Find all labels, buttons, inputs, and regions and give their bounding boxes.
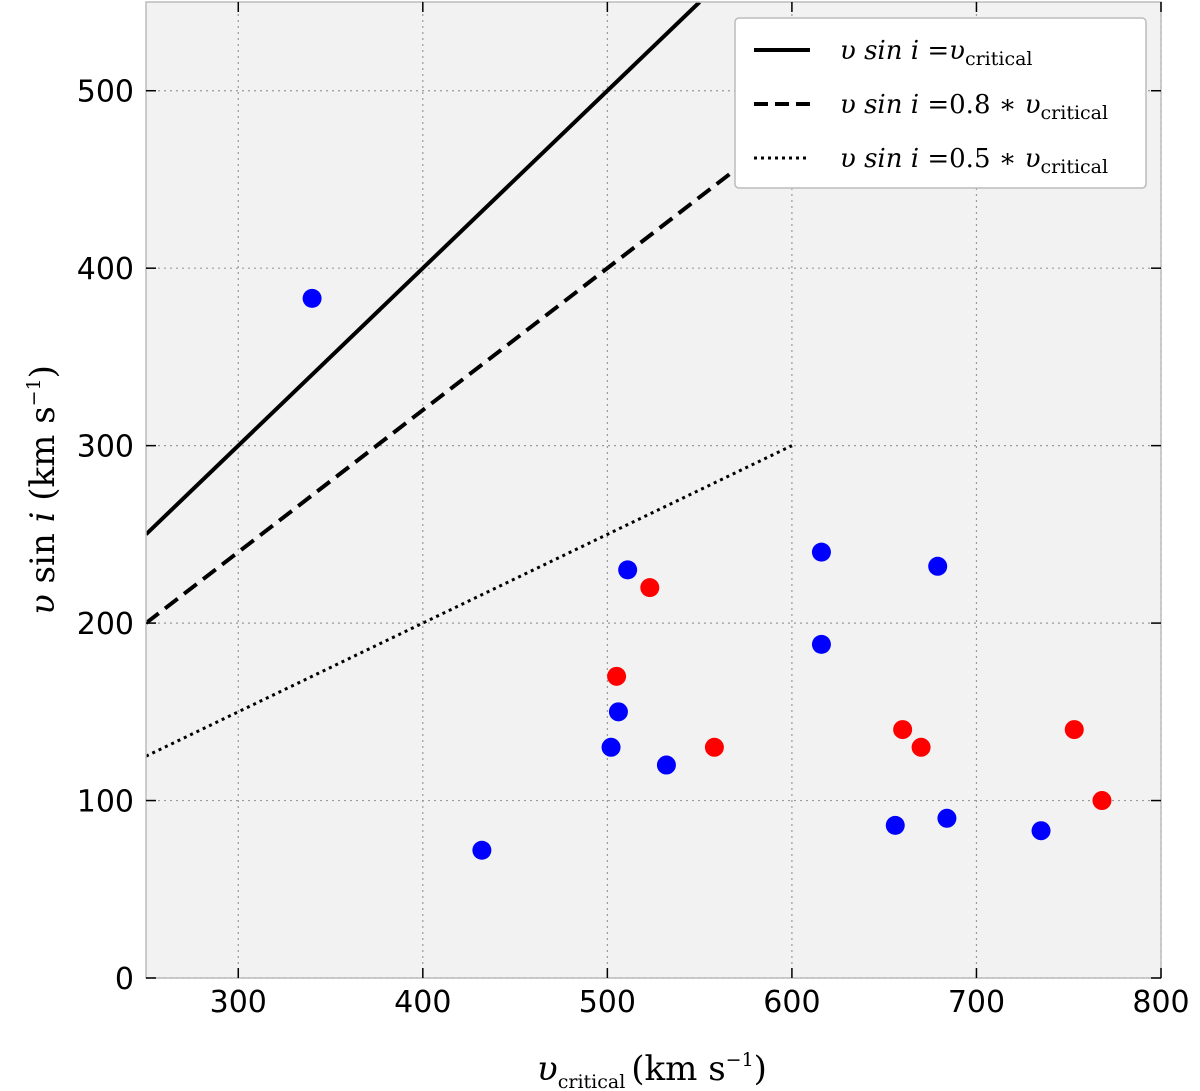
red-point [911, 737, 931, 757]
legend-label-dashed: υ sin i =0.8 ∗ υcritical [840, 90, 1108, 124]
y-tick-label: 200 [77, 607, 134, 642]
tick-marks [146, 2, 1162, 979]
data-points [302, 288, 1112, 860]
y-tick-label: 300 [77, 430, 134, 465]
blue-point [302, 288, 322, 308]
x-axis-label: υcritical (km s−1) [537, 1049, 767, 1091]
plot-frame [145, 1, 1162, 979]
x-tick-label: 300 [210, 985, 267, 1020]
legend-label-solid: υ sin i =υcritical [840, 36, 1033, 70]
x-tick-label: 700 [948, 985, 1005, 1020]
blue-point [937, 808, 957, 828]
legend-label-dotted: υ sin i =0.5 ∗ υcritical [840, 144, 1108, 178]
red-point [640, 578, 660, 598]
y-tick-label: 100 [77, 785, 134, 820]
y-tick-label: 400 [77, 252, 134, 287]
blue-point [618, 560, 638, 580]
blue-point [656, 755, 676, 775]
y-tick-labels: 0 100 200 300 400 500 [77, 75, 134, 997]
reference-line-dotted [146, 444, 793, 758]
red-point [1092, 791, 1112, 811]
x-tick-labels: 300 400 500 600 700 800 [210, 985, 1190, 1020]
reference-line-dashed [146, 124, 794, 625]
red-point [893, 720, 913, 740]
x-tick-label: 500 [579, 985, 636, 1020]
x-tick-label: 400 [394, 985, 451, 1020]
reference-lines [146, 2, 794, 758]
legend-box [734, 17, 1147, 189]
red-point [1064, 720, 1084, 740]
y-tick-label: 0 [115, 962, 134, 997]
legend: υ sin i =υcritical υ sin i =0.8 ∗ υcriti… [734, 17, 1147, 189]
y-tick-label: 500 [77, 75, 134, 110]
blue-point [608, 702, 628, 722]
x-tick-label: 800 [1132, 985, 1189, 1020]
blue-point [811, 542, 831, 562]
y-axis-label: υ sin i (km s−1) [23, 365, 63, 615]
reference-line-solid [146, 2, 702, 536]
blue-point [472, 840, 492, 860]
blue-point [928, 556, 948, 576]
blue-point [601, 737, 621, 757]
red-point [704, 737, 724, 757]
blue-point [885, 815, 905, 835]
red-point [607, 666, 627, 686]
blue-point [811, 634, 831, 654]
blue-point [1031, 821, 1051, 841]
x-tick-label: 600 [763, 985, 820, 1020]
